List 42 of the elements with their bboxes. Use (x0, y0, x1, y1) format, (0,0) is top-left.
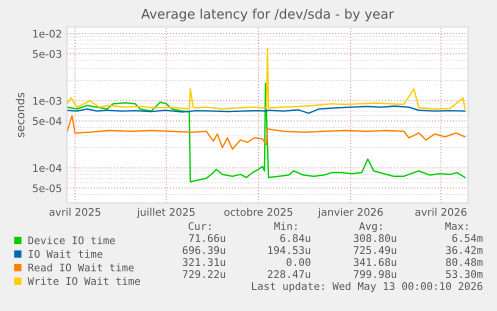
x-tick-label: octobre 2025 (224, 208, 292, 216)
text: 799.98u (354, 270, 396, 278)
x-tick-label: avril 2025 (49, 208, 100, 216)
line-series (67, 48, 466, 110)
text: 80.48m (446, 258, 483, 266)
legend-label: IO Wait time (28, 250, 102, 258)
chart-title: Average latency for /dev/sda - by year (141, 8, 394, 22)
text: 228.47u (268, 270, 310, 278)
legend-label: Write IO Wait time (28, 276, 140, 286)
y-tick-label: 1e-02 (33, 30, 62, 38)
x-tick-label: avril 2026 (415, 208, 466, 216)
line-series (67, 114, 466, 150)
text: Min: (274, 222, 296, 230)
text: 53.30m (446, 270, 483, 278)
text: Cur: (188, 222, 210, 230)
text: 0.00 (286, 258, 310, 266)
text: Max: (445, 222, 468, 230)
text: Avg: (359, 222, 382, 232)
text: 696.39u (182, 246, 226, 254)
line-series (67, 82, 466, 183)
y-tick-label: 1e-04 (33, 164, 62, 172)
text: 6.84u (280, 234, 310, 242)
text: 71.66u (189, 234, 226, 242)
line-series (67, 105, 466, 114)
x-tick-label: juillet 2025 (136, 208, 195, 218)
text: 6.54m (452, 234, 483, 242)
y-tick-label: 5e-05 (32, 184, 62, 192)
y-tick-label: 1e-03 (33, 96, 62, 105)
text: 194.53u (268, 246, 310, 254)
text: 321.31u (182, 258, 226, 266)
x-tick-label: janvier 2026 (318, 208, 383, 218)
text: 341.68u (354, 258, 396, 266)
text: Last update: Wed May 13 00:00:10 2026 (252, 282, 482, 292)
text: 36.42m (446, 246, 483, 254)
legend-label: Device IO time (28, 236, 115, 244)
text: 729.22u (182, 270, 226, 278)
text: 308.80u (354, 234, 396, 242)
text: 725.49u (354, 246, 396, 254)
y-tick-label: 5e-03 (32, 50, 62, 58)
y-axis-title: seconds (16, 92, 24, 138)
legend-label: Read IO Wait time (28, 263, 134, 272)
y-tick-label: 5e-04 (32, 117, 62, 126)
